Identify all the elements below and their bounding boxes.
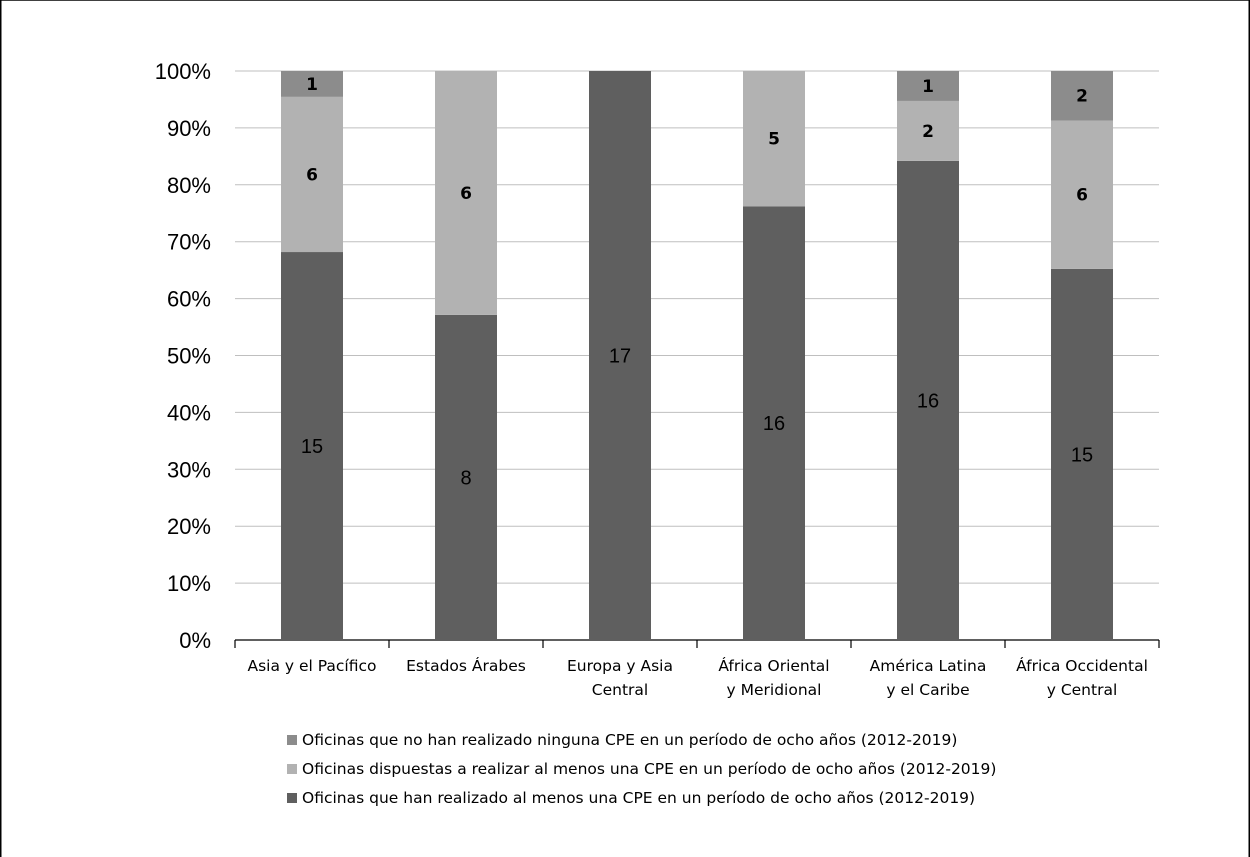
- y-tick-label: 60%: [167, 287, 211, 312]
- x-tick-label: Central: [592, 681, 648, 699]
- legend-label: Oficinas que no han realizado ninguna CP…: [302, 731, 957, 749]
- x-tick-label: y Meridional: [727, 681, 822, 699]
- bar-segment: [743, 71, 805, 207]
- x-tick-label: África Occidental: [1016, 656, 1148, 675]
- y-tick-label: 80%: [167, 173, 211, 198]
- x-tick-label: Europa y Asia: [567, 657, 673, 675]
- bar-segment: [281, 252, 343, 640]
- data-label: 1: [922, 77, 934, 97]
- bar-segment: [743, 206, 805, 640]
- data-label: 15: [1071, 444, 1093, 466]
- y-tick-label: 100%: [155, 59, 211, 84]
- bar-segment: [435, 314, 497, 640]
- y-tick-label: 90%: [167, 116, 211, 141]
- data-label: 6: [306, 165, 318, 185]
- bar-segment: [897, 160, 959, 640]
- data-label: 5: [768, 130, 780, 150]
- bar-segment: [589, 71, 651, 640]
- legend-swatch: [287, 735, 297, 745]
- data-label: 8: [460, 467, 471, 489]
- y-tick-label: 20%: [167, 514, 211, 539]
- y-tick-label: 0%: [179, 628, 211, 653]
- x-tick-label: y Central: [1047, 681, 1118, 699]
- x-tick-label: América Latina: [870, 657, 987, 675]
- data-label: 6: [460, 184, 472, 204]
- x-tick-label: Asia y el Pacífico: [247, 657, 376, 675]
- bar-segment: [435, 71, 497, 315]
- bar-segment: [1051, 71, 1113, 121]
- bar-segment: [281, 96, 343, 253]
- bar-segment: [1051, 120, 1113, 269]
- x-tick-label: y el Caribe: [886, 681, 969, 699]
- legend-swatch: [287, 764, 297, 774]
- y-tick-label: 70%: [167, 230, 211, 255]
- x-tick-label: África Oriental: [718, 656, 829, 675]
- data-label: 15: [301, 436, 323, 458]
- data-label: 16: [917, 390, 939, 412]
- bar-segment: [897, 71, 959, 101]
- data-label: 1: [306, 75, 318, 95]
- legend-label: Oficinas dispuestas a realizar al menos …: [302, 760, 996, 778]
- x-tick-label: Estados Árabes: [406, 656, 526, 675]
- data-label: 2: [1076, 87, 1088, 107]
- data-label: 16: [763, 413, 785, 435]
- data-label: 6: [1076, 186, 1088, 206]
- bar-segment: [1051, 268, 1113, 640]
- bar-segment: [281, 71, 343, 97]
- y-tick-label: 30%: [167, 457, 211, 482]
- y-tick-label: 50%: [167, 344, 211, 369]
- y-tick-label: 40%: [167, 400, 211, 425]
- legend-swatch: [287, 793, 297, 803]
- y-tick-label: 10%: [167, 571, 211, 596]
- data-label: 2: [922, 122, 934, 142]
- bar-segment: [897, 100, 959, 161]
- legend-label: Oficinas que han realizado al menos una …: [302, 789, 975, 807]
- data-label: 17: [609, 346, 631, 368]
